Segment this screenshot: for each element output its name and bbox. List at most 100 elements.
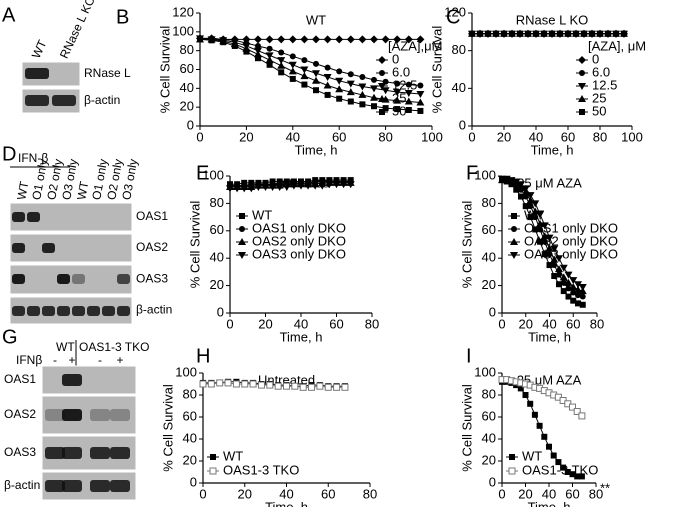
y-tick-label: 100 — [172, 23, 194, 38]
data-point — [493, 30, 499, 37]
blot-band — [110, 409, 130, 421]
blot-band — [12, 306, 25, 316]
x-tick-label: 80 — [590, 316, 604, 331]
y-tick-label: 60 — [183, 408, 197, 423]
data-point — [382, 105, 389, 112]
legend-marker — [378, 95, 386, 102]
legend-label: 0 — [592, 51, 599, 66]
data-point — [537, 238, 543, 245]
data-point — [555, 459, 562, 466]
data-point — [336, 95, 343, 102]
blot-band — [52, 95, 76, 106]
x-tick-label: 20 — [519, 316, 533, 331]
y-tick-label: 100 — [175, 364, 197, 379]
blot-band — [57, 306, 70, 316]
y-tick-label: 20 — [482, 452, 496, 467]
x-tick-label: 100 — [421, 129, 443, 144]
legend-marker — [379, 70, 385, 76]
lane-label: + — [116, 353, 123, 367]
y-tick-label: 80 — [482, 195, 496, 210]
data-point — [557, 30, 563, 37]
legend-marker — [578, 56, 586, 64]
x-axis-label: Time, h — [528, 329, 571, 344]
legend-marker — [579, 109, 585, 115]
blot-background — [41, 395, 137, 435]
y-tick-label: 60 — [180, 61, 194, 76]
data-point — [405, 81, 412, 88]
blot-band — [72, 274, 85, 284]
data-point — [323, 74, 332, 82]
data-point — [371, 103, 377, 110]
data-point — [536, 219, 544, 227]
data-point — [358, 90, 367, 98]
blot-band — [117, 274, 130, 284]
data-point — [346, 80, 355, 88]
data-point — [347, 98, 354, 105]
data-point — [266, 45, 273, 52]
data-point — [555, 265, 563, 273]
data-point — [540, 232, 549, 240]
legend-label: WT — [522, 448, 542, 463]
y-tick-label: 100 — [474, 167, 496, 182]
data-point — [578, 412, 586, 420]
data-point — [517, 30, 523, 37]
legend-marker — [578, 83, 586, 90]
data-point — [541, 433, 548, 440]
data-point — [517, 385, 524, 392]
lane-label: - — [98, 353, 102, 367]
data-point — [277, 57, 286, 65]
data-point — [416, 90, 425, 98]
data-point — [268, 183, 277, 191]
chart-title: WT — [306, 12, 326, 27]
y-axis-label: % Cell Survival — [157, 26, 172, 114]
y-tick-label: 80 — [452, 42, 466, 57]
y-tick-label: 0 — [187, 117, 194, 132]
legend-marker — [210, 454, 216, 460]
legend-label: OAS2 only DKO — [252, 233, 346, 248]
data-point — [312, 70, 320, 78]
chart-title: RNase L KO — [516, 12, 589, 27]
data-point — [233, 185, 242, 193]
data-point — [346, 88, 355, 96]
data-point — [226, 185, 234, 193]
y-axis-label: % Cell Survival — [459, 201, 474, 289]
data-point — [541, 251, 548, 258]
blot-band — [62, 409, 82, 421]
x-axis-label: Time, h — [265, 499, 308, 507]
data-point — [232, 380, 240, 388]
data-point — [574, 473, 581, 480]
data-point — [605, 30, 611, 37]
x-tick-label: 40 — [542, 316, 556, 331]
data-point — [578, 473, 585, 480]
data-point — [207, 380, 215, 388]
lane-label: WT — [29, 37, 50, 60]
x-tick-label: 0 — [468, 129, 475, 144]
data-point — [569, 277, 578, 285]
legend-marker — [238, 238, 246, 245]
x-tick-label: 100 — [621, 129, 643, 144]
x-tick-label: 60 — [561, 129, 575, 144]
row-label: OAS2 — [4, 407, 36, 421]
legend-label: WT — [252, 207, 272, 222]
data-point — [304, 182, 313, 190]
data-point — [521, 185, 530, 193]
legend-label: 25 — [392, 90, 406, 105]
panel-letter: I — [466, 345, 472, 367]
data-point — [518, 193, 524, 200]
blot-band — [62, 374, 82, 386]
legend-label: 6.0 — [392, 64, 410, 79]
data-point — [417, 107, 424, 114]
x-tick-label: 80 — [363, 486, 377, 501]
data-point — [573, 408, 581, 415]
y-tick-label: 40 — [482, 430, 496, 445]
data-point — [199, 380, 207, 388]
row-label: OAS1 — [4, 372, 36, 386]
data-point — [469, 30, 475, 37]
data-point — [277, 35, 286, 44]
data-point — [347, 71, 354, 78]
data-point — [393, 89, 402, 97]
panel-letter: A — [2, 4, 16, 26]
data-point — [536, 422, 543, 429]
data-point — [220, 39, 227, 46]
y-tick-label: 80 — [210, 195, 224, 210]
